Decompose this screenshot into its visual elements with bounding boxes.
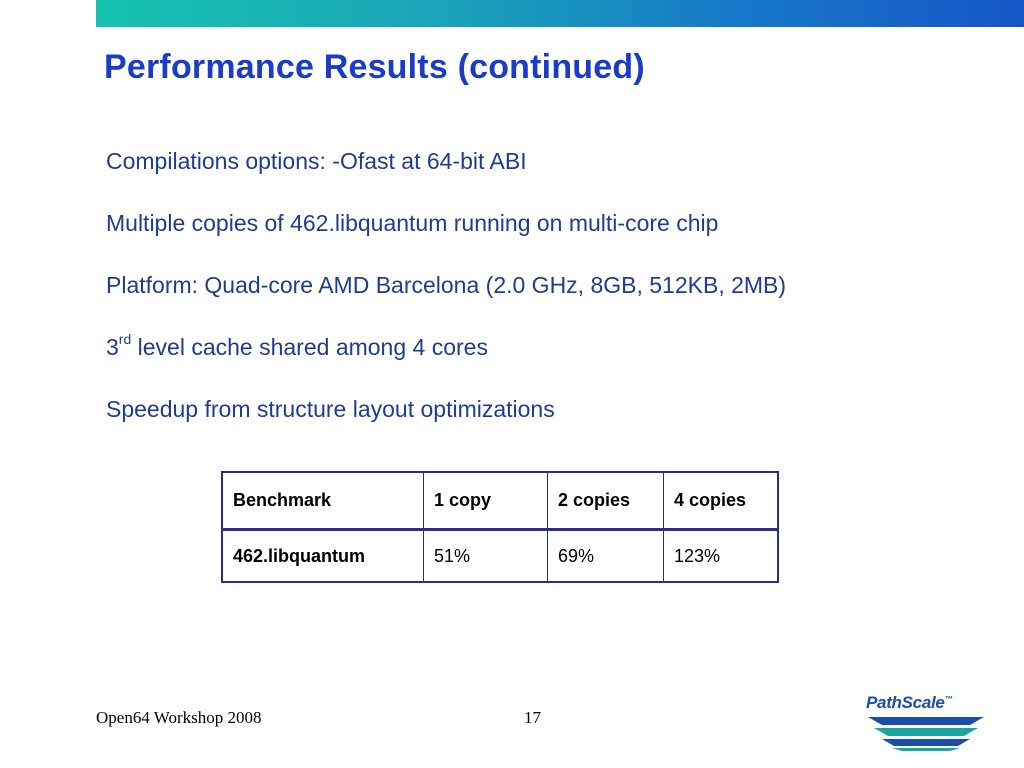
bullet-speedup: Speedup from structure layout optimizati… — [106, 396, 555, 422]
bullet-multiple-copies: Multiple copies of 462.libquantum runnin… — [106, 210, 719, 236]
table-row: 462.libquantum 51% 69% 123% — [221, 529, 779, 583]
bullet-compilation-options: Compilations options: -Ofast at 64-bit A… — [106, 148, 527, 174]
cell-1-copy: 51% — [423, 529, 548, 583]
pathscale-logo: PathScale™ — [866, 693, 988, 753]
speedup-table: Benchmark 1 copy 2 copies 4 copies 462.l… — [221, 471, 779, 583]
top-gradient-bar — [96, 0, 1024, 27]
cache-level-number: 3 — [106, 334, 119, 360]
cache-bullet-text: level cache shared among 4 cores — [131, 334, 488, 360]
header-4-copies: 4 copies — [663, 471, 779, 531]
bullet-cache: 3rd level cache shared among 4 cores — [106, 328, 786, 390]
logo-text: PathScale™ — [866, 693, 953, 712]
bullet-platform: Platform: Quad-core AMD Barcelona (2.0 G… — [106, 272, 787, 298]
slide-title: Performance Results (continued) — [104, 48, 645, 86]
cache-level-suffix: rd — [118, 331, 132, 348]
table-header-row: Benchmark 1 copy 2 copies 4 copies — [221, 471, 779, 531]
page-number: 17 — [524, 708, 541, 727]
logo-wave-icon — [868, 717, 984, 751]
header-2-copies: 2 copies — [547, 471, 664, 531]
cell-benchmark-name: 462.libquantum — [221, 529, 424, 583]
header-1-copy: 1 copy — [423, 471, 548, 531]
cell-2-copies: 69% — [547, 529, 664, 583]
footer-event: Open64 Workshop 2008 — [96, 708, 262, 727]
cell-4-copies: 123% — [663, 529, 779, 583]
header-benchmark: Benchmark — [221, 471, 424, 531]
bullet-list: Compilations options: -Ofast at 64-bit A… — [106, 142, 786, 452]
